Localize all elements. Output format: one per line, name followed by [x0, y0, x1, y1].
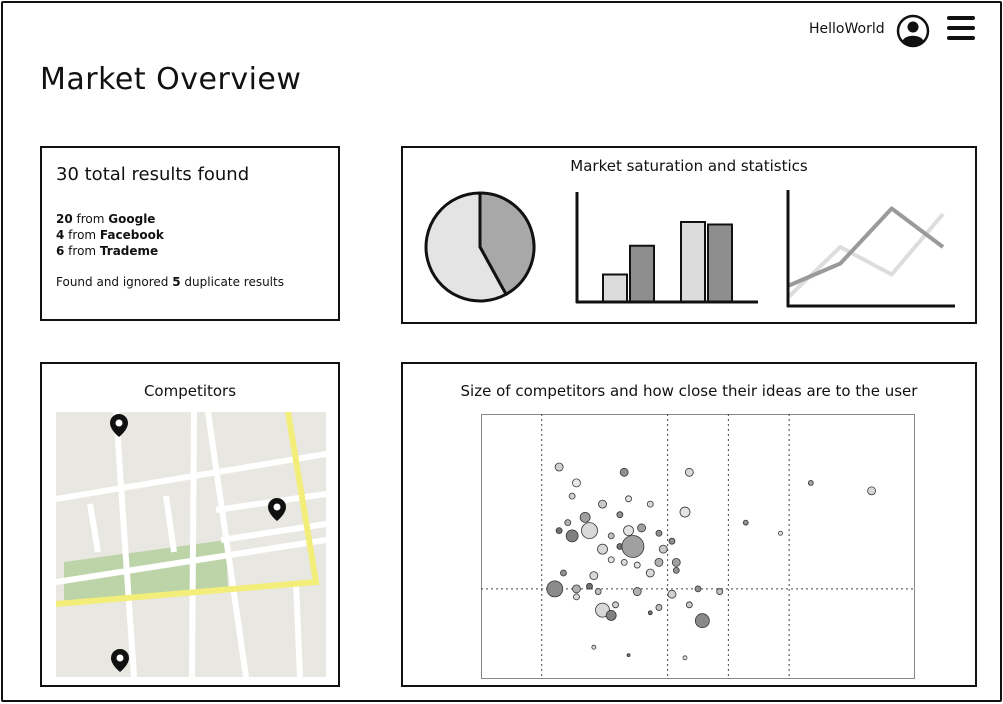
scatter-point: [579, 511, 591, 523]
scatter-point: [616, 511, 624, 519]
scatter-point: [546, 580, 564, 598]
stats-title: Market saturation and statistics: [570, 157, 808, 175]
scatter-point: [654, 557, 664, 567]
page-title: Market Overview: [40, 62, 302, 97]
scatter-point: [572, 478, 581, 488]
scatter-point: [682, 655, 688, 661]
scatter-point: [867, 486, 877, 496]
scatter-point: [655, 529, 663, 537]
scatter-point: [586, 582, 593, 590]
map-pin-icon[interactable]: [111, 649, 129, 672]
scatter-point: [671, 557, 681, 567]
map-pin-icon[interactable]: [110, 414, 128, 437]
user-circle-icon[interactable]: [896, 14, 930, 48]
results-source-facebook: 4 from Facebook: [56, 228, 164, 242]
results-source-google: 20 from Google: [56, 212, 156, 226]
scatter-point: [597, 543, 608, 555]
market-statistics-panel: Market saturation and statistics: [401, 146, 977, 324]
scatter-point: [626, 653, 631, 658]
scatter-title: Size of competitors and how close their …: [460, 382, 918, 400]
pie-chart: [424, 191, 536, 303]
scatter-point: [667, 589, 677, 599]
map-pin-icon[interactable]: [268, 498, 286, 521]
scatter-point: [607, 556, 615, 564]
scatter-point: [742, 519, 749, 526]
scatter-point: [621, 535, 645, 558]
scatter-point: [716, 588, 724, 595]
scatter-point: [668, 537, 676, 545]
results-summary-panel: 30 total results found 20 from Google 4 …: [40, 146, 340, 321]
competitors-map[interactable]: [56, 412, 326, 677]
scatter-point: [625, 495, 632, 503]
scatter-point: [554, 462, 564, 472]
results-total: 30 total results found: [56, 164, 250, 185]
results-source-trademe: 6 from Trademe: [56, 244, 159, 258]
competitors-title: Competitors: [143, 382, 237, 400]
scatter-point: [632, 587, 642, 596]
scatter-point: [623, 525, 634, 536]
scatter-point: [594, 588, 602, 595]
scatter-point: [555, 527, 563, 534]
scatter-chart: [481, 414, 915, 679]
line-series: [788, 206, 945, 288]
scatter-point: [679, 506, 691, 518]
scatter-point: [572, 584, 581, 594]
scatter-point: [655, 604, 663, 611]
scatter-point: [684, 467, 694, 477]
scatter-point: [598, 499, 607, 509]
line-series: [787, 212, 945, 298]
scatter-point: [620, 558, 628, 566]
scatter-point: [778, 530, 783, 536]
hamburger-menu-icon[interactable]: [947, 16, 975, 44]
scatter-point: [647, 610, 653, 616]
scatter-point: [637, 523, 646, 533]
scatter-point: [619, 467, 629, 477]
scatter-point: [564, 519, 572, 527]
scatter-point: [633, 561, 641, 569]
scatter-point: [591, 644, 597, 650]
competitor-size-panel: Size of competitors and how close their …: [401, 362, 977, 687]
scatter-point: [645, 568, 655, 578]
scatter-point: [646, 500, 654, 508]
line-chart: [786, 190, 955, 308]
scatter-point: [612, 601, 619, 609]
scatter-point: [589, 571, 599, 581]
scatter-point: [807, 480, 814, 486]
scatter-point: [573, 593, 580, 601]
scatter-point: [568, 492, 576, 500]
scatter-point: [658, 544, 668, 554]
scatter-point: [694, 585, 702, 593]
scatter-point: [565, 529, 579, 543]
username-label[interactable]: HelloWorld: [809, 21, 885, 37]
scatter-plot-area: [481, 414, 915, 679]
results-duplicates: Found and ignored 5 duplicate results: [56, 275, 284, 289]
scatter-point: [595, 602, 610, 618]
bar: [707, 223, 733, 303]
scatter-point: [560, 569, 567, 577]
scatter-point: [607, 532, 615, 540]
competitors-panel: Competitors: [40, 362, 340, 687]
scatter-point: [685, 601, 693, 609]
scatter-point: [672, 566, 680, 574]
scatter-point: [694, 613, 710, 629]
scatter-point: [605, 609, 617, 621]
scatter-point: [581, 522, 598, 539]
bar: [629, 244, 655, 303]
bar: [680, 221, 706, 303]
bar-chart: [575, 192, 758, 304]
bar: [602, 273, 628, 303]
pie-slice: [424, 191, 508, 303]
